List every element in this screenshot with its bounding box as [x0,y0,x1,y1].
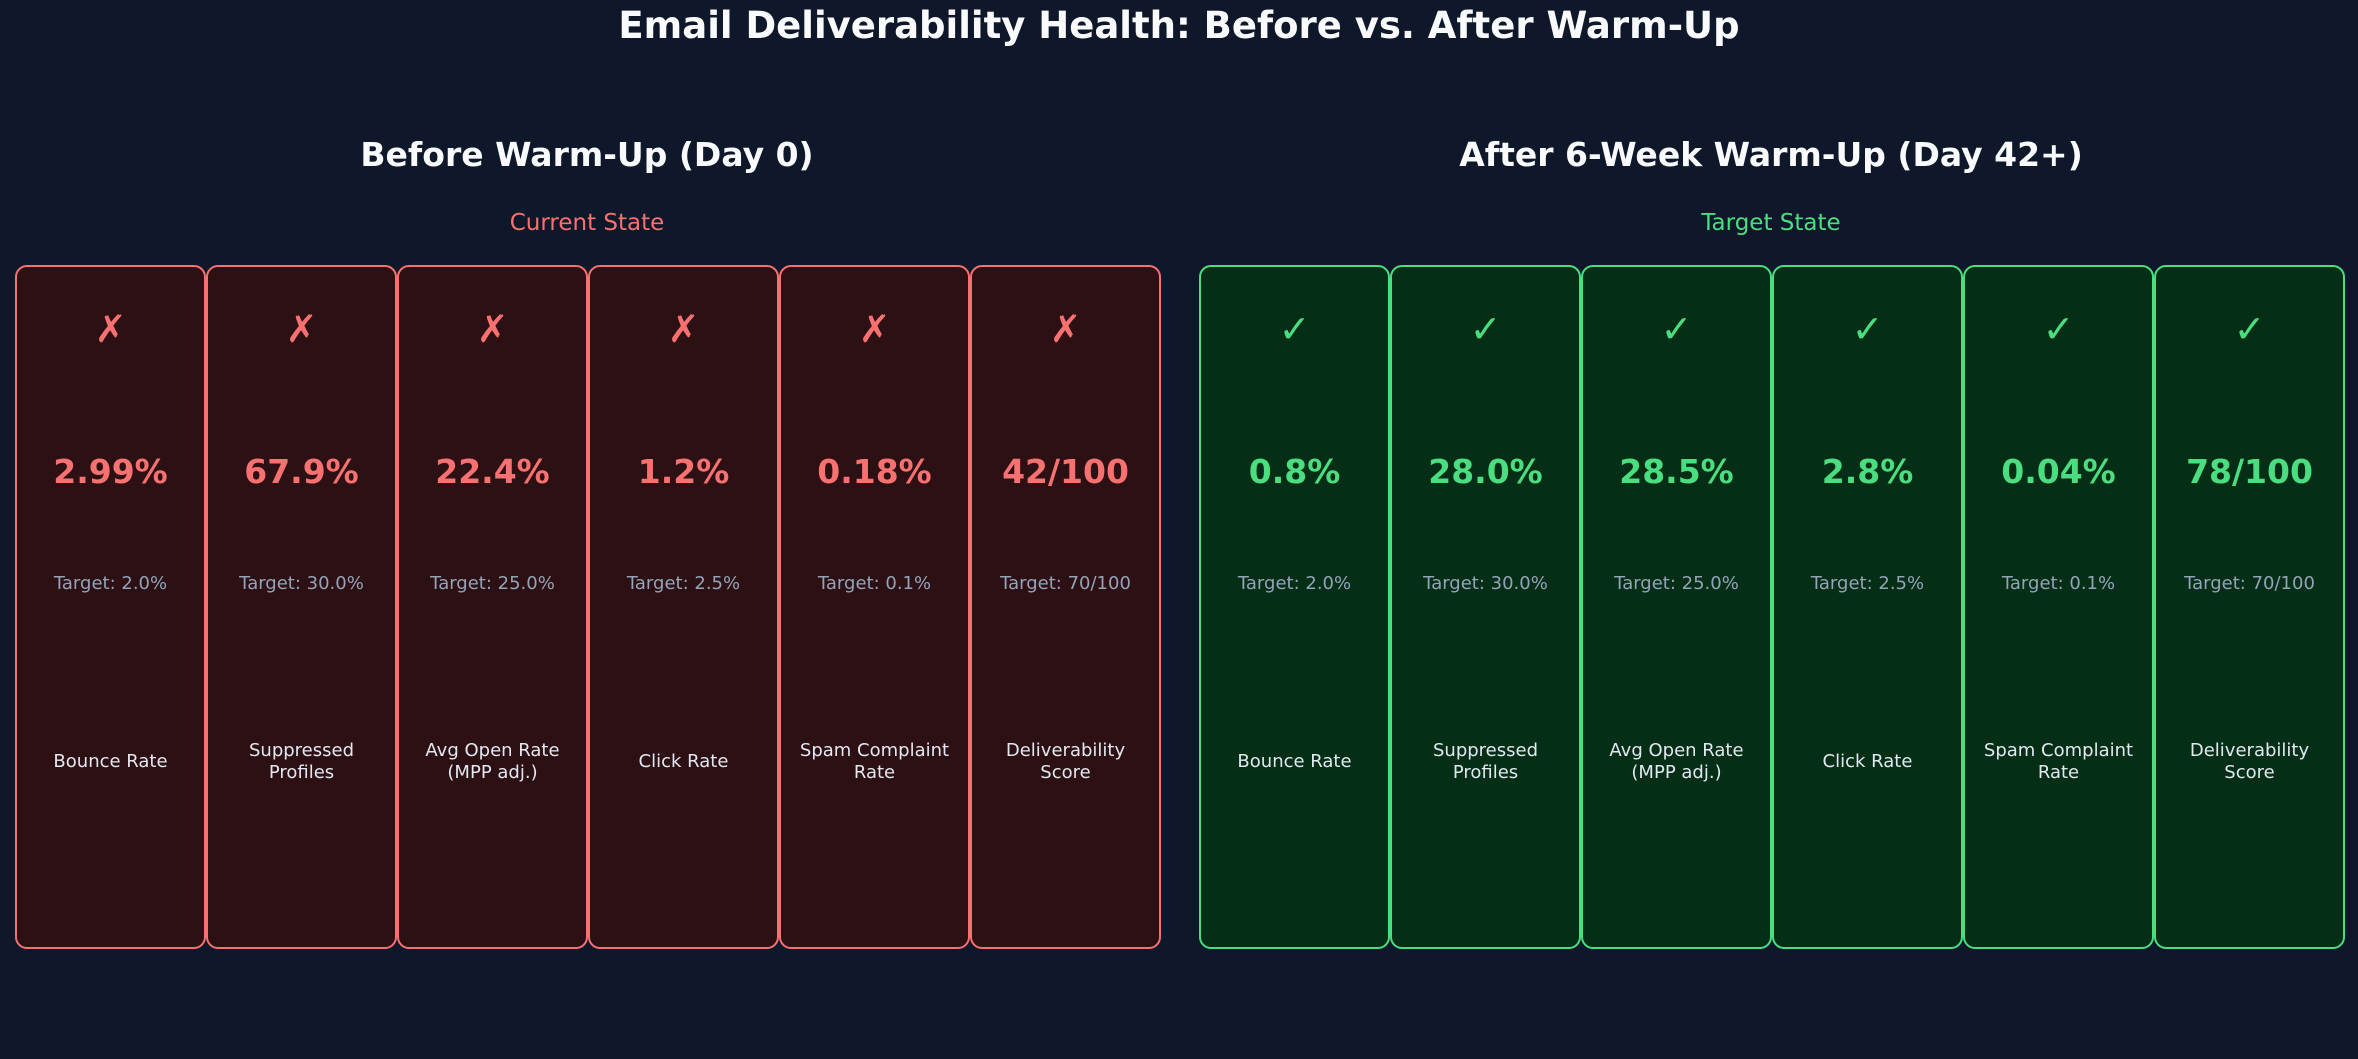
panel-before: Before Warm-Up (Day 0) Current State ✗ 2.… [15,0,1161,1059]
metric-value: 2.99% [53,452,168,491]
metric-target: Target: 2.0% [53,573,168,594]
check-icon: ✓ [1851,307,1884,351]
panel-title: Before Warm-Up (Day 0) [360,135,814,174]
metric-value: 1.2% [637,452,730,491]
metric-target: Target: 30.0% [239,573,364,594]
metric-label: Spam Complaint Rate [799,740,950,783]
metric-cards: ✗ 2.99% Target: 2.0% Bounce Rate ✗ 67.9% Targe… [15,265,1161,949]
metric-label: Avg Open Rate (MPP adj.) [425,740,560,783]
cross-icon: ✗ [476,307,509,351]
cross-icon: ✗ [285,307,318,351]
metric-value: 2.8% [1821,452,1914,491]
metric-card: ✗ 42/100 Target: 70/100 Deliverability Scor… [970,265,1161,949]
metric-label: Deliverability Score [1005,740,1126,783]
panel-subtitle: Target State [1701,210,1841,236]
metric-target: Target: 70/100 [2184,573,2315,594]
metric-value: 42/100 [1002,452,1129,491]
panel-after: After 6-Week Warm-Up (Day 42+) Target St… [1199,0,2345,1059]
metric-label: Suppressed Profiles [1432,740,1539,783]
metric-value: 22.4% [435,452,550,491]
metric-label: Bounce Rate [53,751,168,772]
metric-value: 78/100 [2186,452,2313,491]
metric-target: Target: 0.1% [2001,573,2116,594]
cross-icon: ✗ [94,307,127,351]
metric-target: Target: 70/100 [1000,573,1131,594]
check-icon: ✓ [2233,307,2266,351]
check-icon: ✓ [1469,307,1502,351]
metric-label: Click Rate [638,751,729,772]
metric-target: Target: 25.0% [1614,573,1739,594]
metric-target: Target: 25.0% [430,573,555,594]
metric-card: ✓ 28.0% Target: 30.0% Suppressed Profiles [1390,265,1581,949]
metric-card: ✗ 0.18% Target: 0.1% Spam Complaint Rate [779,265,970,949]
metric-value: 67.9% [244,452,359,491]
metric-label: Spam Complaint Rate [1983,740,2134,783]
metric-card: ✗ 67.9% Target: 30.0% Suppressed Profiles [206,265,397,949]
cross-icon: ✗ [858,307,891,351]
metric-target: Target: 2.5% [626,573,741,594]
panel-subtitle: Current State [509,210,665,236]
metric-target: Target: 2.5% [1810,573,1925,594]
cross-icon: ✗ [667,307,700,351]
metric-card: ✓ 28.5% Target: 25.0% Avg Open Rate (MPP ad… [1581,265,1772,949]
check-icon: ✓ [1278,307,1311,351]
metric-value: 28.5% [1619,452,1734,491]
metric-card: ✓ 0.8% Target: 2.0% Bounce Rate [1199,265,1390,949]
metric-card: ✗ 2.99% Target: 2.0% Bounce Rate [15,265,206,949]
metric-label: Deliverability Score [2189,740,2310,783]
metric-card: ✗ 22.4% Target: 25.0% Avg Open Rate (MPP ad… [397,265,588,949]
panel-title: After 6-Week Warm-Up (Day 42+) [1459,135,2083,174]
metric-label: Bounce Rate [1237,751,1352,772]
metric-value: 28.0% [1428,452,1543,491]
metric-value: 0.8% [1248,452,1341,491]
metric-label: Avg Open Rate (MPP adj.) [1609,740,1744,783]
metric-card: ✗ 1.2% Target: 2.5% Click Rate [588,265,779,949]
check-icon: ✓ [2042,307,2075,351]
metric-value: 0.04% [2001,452,2116,491]
metric-target: Target: 2.0% [1237,573,1352,594]
metric-value: 0.18% [817,452,932,491]
metric-card: ✓ 2.8% Target: 2.5% Click Rate [1772,265,1963,949]
metric-label: Click Rate [1822,751,1913,772]
check-icon: ✓ [1660,307,1693,351]
chart-title: Email Deliverability Health: Before vs. … [618,4,1740,47]
cross-icon: ✗ [1049,307,1082,351]
metric-target: Target: 0.1% [817,573,932,594]
metric-target: Target: 30.0% [1423,573,1548,594]
metric-card: ✓ 0.04% Target: 0.1% Spam Complaint Rate [1963,265,2154,949]
metric-card: ✓ 78/100 Target: 70/100 Deliverability Scor… [2154,265,2345,949]
metric-cards: ✓ 0.8% Target: 2.0% Bounce Rate ✓ 28.0% Target… [1199,265,2345,949]
metric-label: Suppressed Profiles [248,740,355,783]
